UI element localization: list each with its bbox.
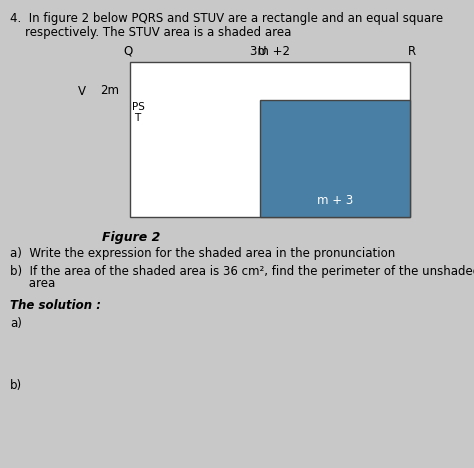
Text: R: R <box>408 45 416 58</box>
Text: T: T <box>134 113 140 123</box>
Text: Q: Q <box>123 45 133 58</box>
Text: 3m +2: 3m +2 <box>250 45 290 58</box>
Text: The solution :: The solution : <box>10 299 101 312</box>
Text: U: U <box>258 45 266 58</box>
Text: V: V <box>78 85 86 98</box>
Text: respectively. The STUV area is a shaded area: respectively. The STUV area is a shaded … <box>10 26 292 39</box>
Text: b)  If the area of the shaded area is 36 cm², find the perimeter of the unshaded: b) If the area of the shaded area is 36 … <box>10 265 474 278</box>
Text: 2m: 2m <box>100 85 119 97</box>
Text: Figure 2: Figure 2 <box>102 231 160 244</box>
Bar <box>130 62 410 217</box>
Text: a): a) <box>10 317 22 330</box>
Text: m + 3: m + 3 <box>317 194 353 207</box>
Text: area: area <box>10 277 55 290</box>
Text: 4.  In figure 2 below PQRS and STUV are a rectangle and an equal square: 4. In figure 2 below PQRS and STUV are a… <box>10 12 443 25</box>
Text: a)  Write the expression for the shaded area in the pronunciation: a) Write the expression for the shaded a… <box>10 247 395 260</box>
Text: PS: PS <box>132 102 145 112</box>
Bar <box>260 100 410 217</box>
Text: b): b) <box>10 379 22 392</box>
